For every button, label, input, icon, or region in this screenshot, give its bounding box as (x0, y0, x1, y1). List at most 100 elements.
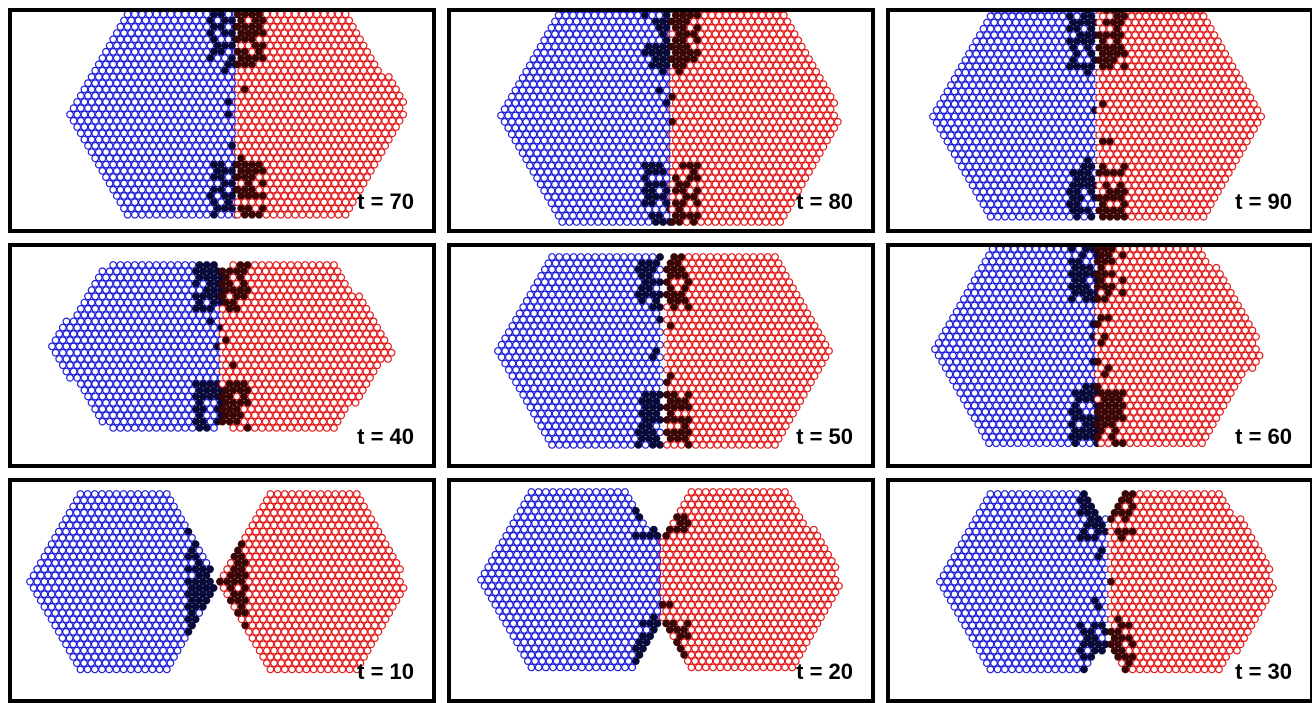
particle (581, 106, 588, 113)
particle (178, 92, 185, 99)
particle (973, 113, 980, 120)
particle (527, 125, 534, 132)
particle (135, 42, 142, 49)
particle (70, 318, 77, 325)
particle (139, 136, 146, 143)
particle (99, 406, 106, 413)
particle (1179, 63, 1186, 70)
particle (352, 312, 359, 319)
particle (218, 86, 225, 93)
particle (1146, 182, 1153, 189)
particle (229, 130, 236, 137)
particle (627, 137, 634, 144)
particle (281, 105, 288, 112)
particle (306, 86, 313, 93)
particle (570, 175, 577, 182)
particle (791, 131, 798, 138)
particle (146, 12, 153, 18)
particle (153, 412, 160, 419)
particle (712, 68, 719, 75)
particle (350, 36, 357, 43)
particle (350, 99, 357, 106)
particle (214, 30, 221, 37)
particle (92, 381, 99, 388)
particle (117, 274, 124, 281)
particle (121, 268, 128, 275)
particle (225, 174, 232, 181)
particle (1211, 57, 1218, 64)
particle (1139, 107, 1146, 114)
particle (512, 125, 519, 132)
particle (186, 293, 193, 300)
particle (673, 75, 680, 82)
particle (302, 337, 309, 344)
particle (980, 101, 987, 108)
particle (773, 75, 780, 82)
particle (1139, 182, 1146, 189)
particle (244, 262, 251, 269)
particle (766, 25, 773, 32)
particle (660, 206, 667, 213)
particle (737, 212, 744, 219)
particle (1034, 157, 1041, 164)
particle (1150, 151, 1157, 158)
particle (193, 92, 200, 99)
particle (723, 62, 730, 69)
particle (78, 356, 85, 363)
particle (171, 393, 178, 400)
particle (1186, 26, 1193, 33)
particle (1103, 157, 1110, 164)
particle (273, 375, 280, 382)
particle (226, 343, 233, 350)
particle (99, 168, 106, 175)
particle (737, 87, 744, 94)
particle (252, 30, 259, 37)
particle (186, 205, 193, 212)
particle (730, 187, 737, 194)
particle (313, 343, 320, 350)
particle (683, 43, 690, 50)
particle (252, 92, 259, 99)
particle (346, 180, 353, 187)
particle (314, 149, 321, 156)
particle (153, 99, 160, 106)
particle (196, 161, 203, 168)
particle (1215, 176, 1222, 183)
particle (153, 362, 160, 369)
particle (270, 149, 277, 156)
particle (1077, 69, 1084, 76)
particle (360, 130, 367, 137)
particle (249, 24, 256, 31)
particle (831, 100, 838, 107)
particle (260, 67, 267, 74)
particle (273, 274, 280, 281)
particle (186, 30, 193, 37)
particle (624, 56, 631, 63)
particle (386, 124, 393, 131)
particle (99, 418, 106, 425)
particle (1233, 69, 1240, 76)
particle (182, 337, 189, 344)
particle (168, 211, 175, 218)
particle (110, 149, 117, 156)
particle (1002, 113, 1009, 120)
particle (1016, 188, 1023, 195)
particle (320, 293, 327, 300)
particle (691, 43, 698, 50)
particle (1118, 170, 1125, 177)
particle (1161, 207, 1168, 214)
particle (609, 93, 616, 100)
particle (314, 124, 321, 131)
particle (788, 112, 795, 119)
particle (649, 212, 656, 219)
particle (752, 175, 759, 182)
particle (288, 375, 295, 382)
particle (563, 87, 570, 94)
particle (256, 186, 263, 193)
particle (110, 86, 117, 93)
particle (563, 175, 570, 182)
particle (530, 131, 537, 138)
particle (673, 212, 680, 219)
particle (189, 362, 196, 369)
particle (310, 80, 317, 87)
